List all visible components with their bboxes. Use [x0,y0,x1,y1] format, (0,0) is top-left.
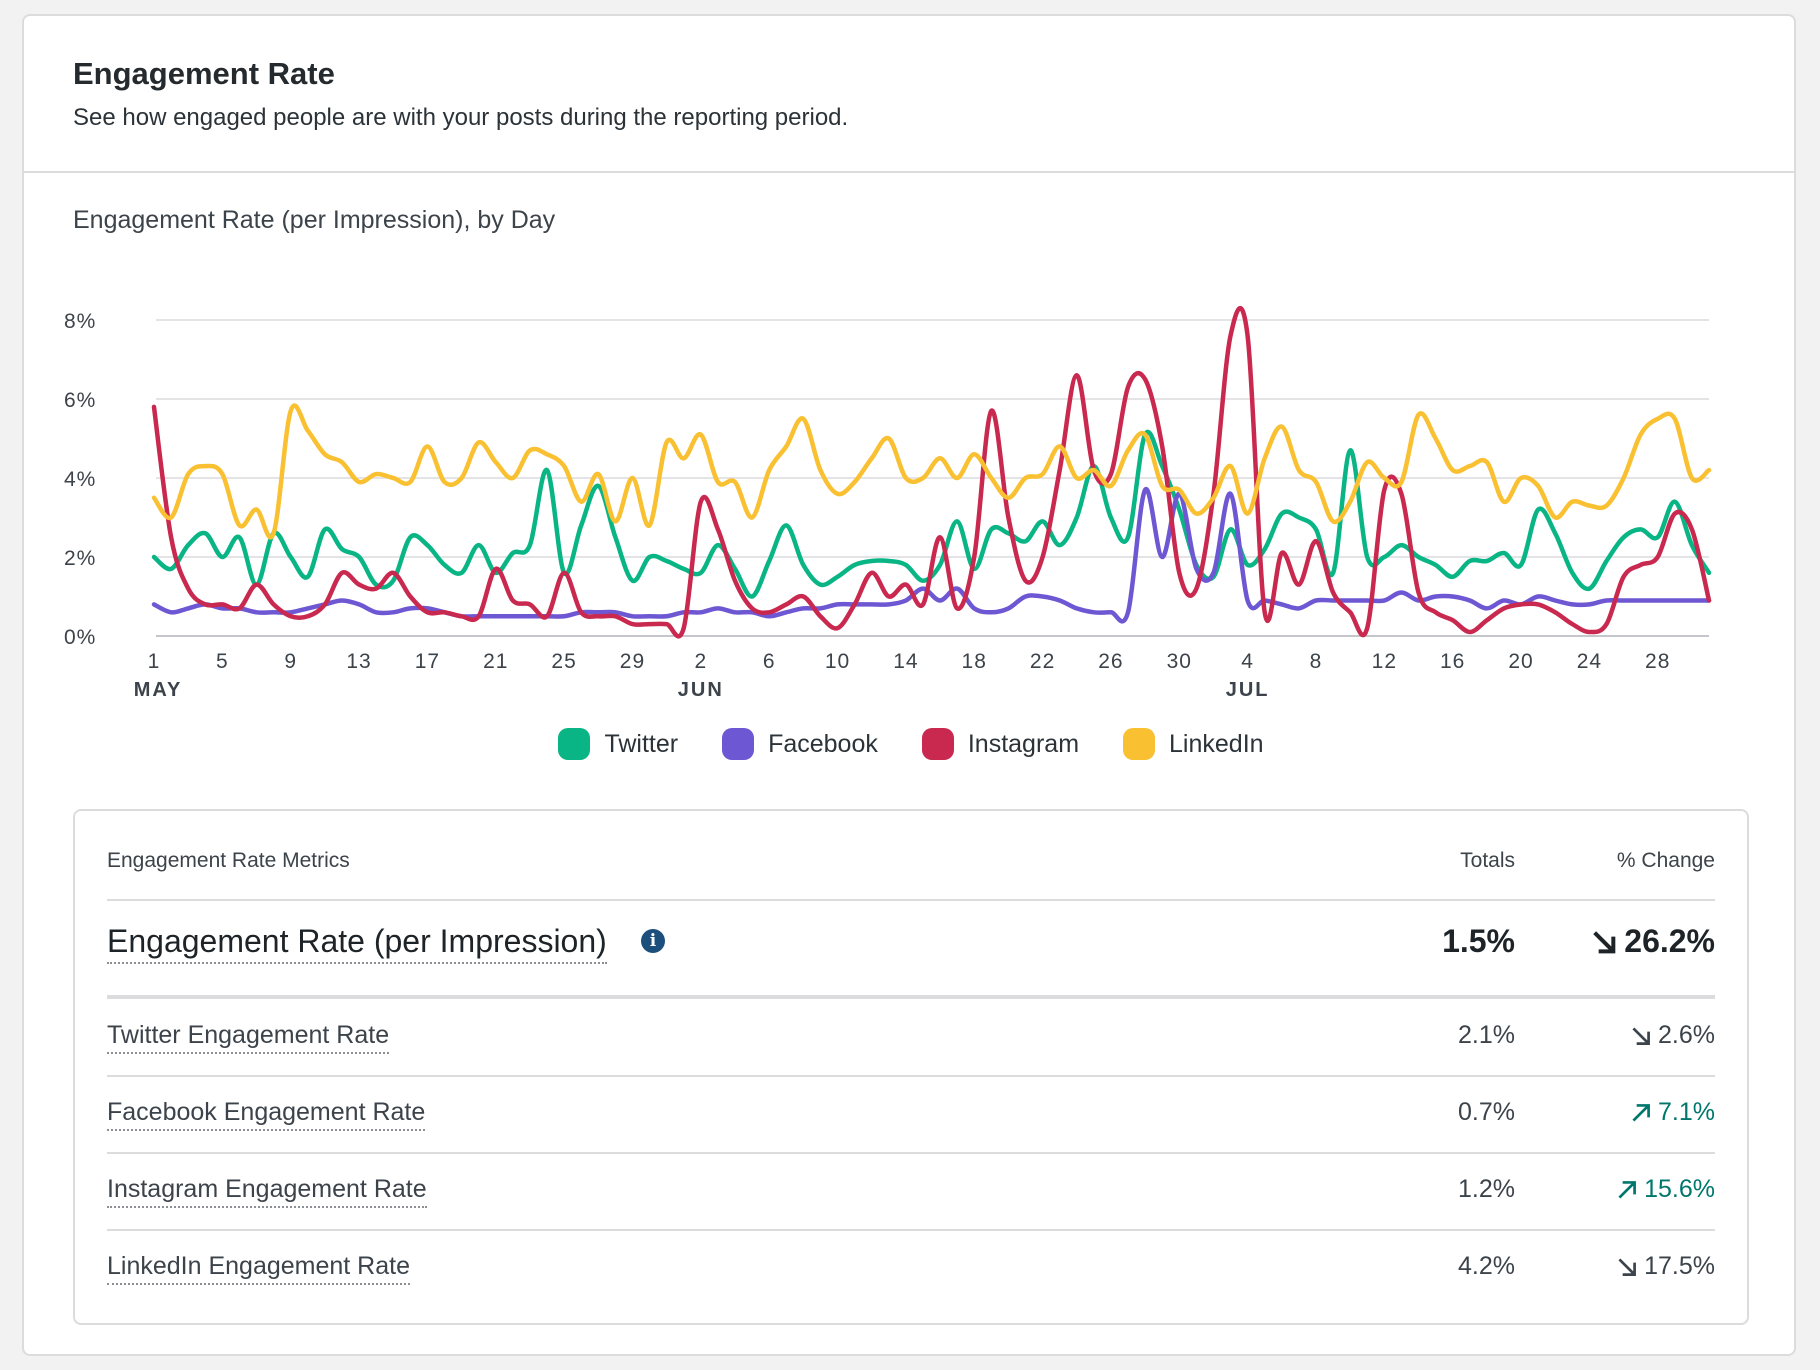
engagement-line-chart[interactable]: 0% 2% 4% 6% 8% 1 MAY 5 9 13 17 21 25 29 2 JUN 6 10 14 18 22 2… [24,16,1798,796]
y-tick-label: 4% [64,468,96,491]
metric-total-overall: 1.5% [1442,923,1515,959]
metric-total-twitter: 2.1% [1458,1021,1515,1049]
metric-change-instagram: 15.6% [1614,1175,1715,1204]
x-tick-label: 14 [893,650,918,673]
legend-label: Instagram [967,729,1080,758]
legend-swatch-twitter [558,728,591,760]
card-header: Engagement Rate See how engaged people a… [24,16,1794,173]
engagement-rate-card: Engagement Rate See how engaged people a… [22,14,1796,1356]
metric-change-value: 15.6% [1644,1175,1715,1203]
x-tick-label: 25 [551,650,576,673]
metric-change-facebook: 7.1% [1628,1098,1715,1127]
x-tick-label: 22 [1030,650,1055,673]
metric-change-linkedin: 17.5% [1614,1252,1715,1281]
x-tick-label: 24 [1577,650,1602,673]
x-tick-label: 18 [962,650,987,673]
series-line-twitter [151,429,1712,599]
legend-label: Facebook [768,729,878,758]
metric-change-value: 26.2% [1624,923,1715,959]
arrow-down-right-icon [1632,1026,1650,1045]
metric-row-instagram: Instagram Engagement Rate 1.2% 15.6% [107,1153,1715,1231]
legend-swatch-linkedin [1123,728,1156,760]
x-tick-label: 9 [284,650,297,673]
arrow-down-right-icon [1593,930,1616,953]
x-month-label: JUN [678,679,724,701]
card-title: Engagement Rate [73,56,335,91]
legend-item-twitter[interactable]: Twitter [558,724,678,764]
metrics-header-label: Engagement Rate Metrics [107,849,350,872]
series-line-linkedin [151,403,1712,540]
x-tick-label: 10 [825,650,850,673]
series-line-instagram [151,306,1712,639]
metric-row-twitter: Twitter Engagement Rate 2.1% 2.6% [107,999,1715,1077]
metric-label-instagram[interactable]: Instagram Engagement Rate [107,1175,427,1208]
metrics-table-header: Engagement Rate Metrics Totals % Change [107,811,1715,901]
y-tick-label: 8% [64,310,96,333]
x-tick-label: 16 [1440,650,1465,673]
info-icon[interactable]: i [641,929,665,953]
arrow-up-right-icon [1632,1103,1650,1122]
metric-label-twitter[interactable]: Twitter Engagement Rate [107,1021,390,1054]
metric-row-facebook: Facebook Engagement Rate 0.7% 7.1% [107,1076,1715,1154]
x-tick-label: 2 [694,650,707,673]
arrow-down-right-icon [1618,1257,1637,1276]
x-tick-label: 4 [1241,650,1254,673]
x-tick-label: 20 [1508,650,1533,673]
metric-change-value: 2.6% [1658,1021,1715,1049]
arrow-up-right-icon [1618,1180,1637,1199]
x-tick-label: 1 [148,650,161,673]
card-description: See how engaged people are with your pos… [73,104,849,131]
metric-total-facebook: 0.7% [1458,1098,1515,1126]
chart-title: Engagement Rate (per Impression), by Day [73,206,556,234]
x-tick-label: 5 [216,650,229,673]
metric-row-linkedin: LinkedIn Engagement Rate 4.2% 17.5% [107,1230,1715,1306]
legend-label: Twitter [604,729,679,758]
metric-change-twitter: 2.6% [1628,1021,1715,1050]
y-tick-label: 2% [64,547,96,570]
metric-label-overall[interactable]: Engagement Rate (per Impression) [107,923,607,964]
legend-swatch-instagram [921,728,954,760]
x-month-label: JUL [1226,679,1270,701]
series-line-facebook [151,487,1712,624]
legend-item-linkedin[interactable]: LinkedIn [1123,724,1264,764]
x-tick-label: 13 [346,650,371,673]
x-tick-label: 28 [1645,650,1670,673]
x-tick-label: 6 [763,650,776,673]
y-tick-label: 0% [64,626,96,649]
metric-total-linkedin: 4.2% [1458,1252,1515,1280]
x-month-label: MAY [134,679,183,701]
y-tick-label: 6% [64,389,96,412]
metrics-header-change: % Change [1616,849,1715,872]
legend-label: LinkedIn [1169,729,1264,758]
metric-label-facebook[interactable]: Facebook Engagement Rate [107,1098,426,1131]
legend-item-facebook[interactable]: Facebook [722,724,878,764]
legend-swatch-facebook [722,728,755,760]
x-tick-label: 12 [1372,650,1397,673]
metric-label-linkedin[interactable]: LinkedIn Engagement Rate [107,1252,410,1285]
x-tick-label: 8 [1310,650,1323,673]
x-tick-label: 26 [1098,650,1123,673]
metric-row-overall: Engagement Rate (per Impression) i 1.5% … [107,899,1715,999]
metrics-header-totals: Totals [1460,849,1515,872]
metrics-table: Engagement Rate Metrics Totals % Change … [73,809,1749,1325]
x-tick-label: 30 [1167,650,1192,673]
metric-total-instagram: 1.2% [1458,1175,1515,1203]
metric-change-value: 17.5% [1644,1252,1715,1280]
chart-legend: Twitter Facebook Instagram LinkedIn [24,724,1798,764]
x-tick-label: 29 [620,650,645,673]
metric-change-value: 7.1% [1658,1098,1715,1126]
metric-change-overall: 26.2% [1588,923,1715,960]
x-tick-label: 17 [415,650,440,673]
x-tick-label: 21 [483,650,508,673]
legend-item-instagram[interactable]: Instagram [921,724,1080,764]
